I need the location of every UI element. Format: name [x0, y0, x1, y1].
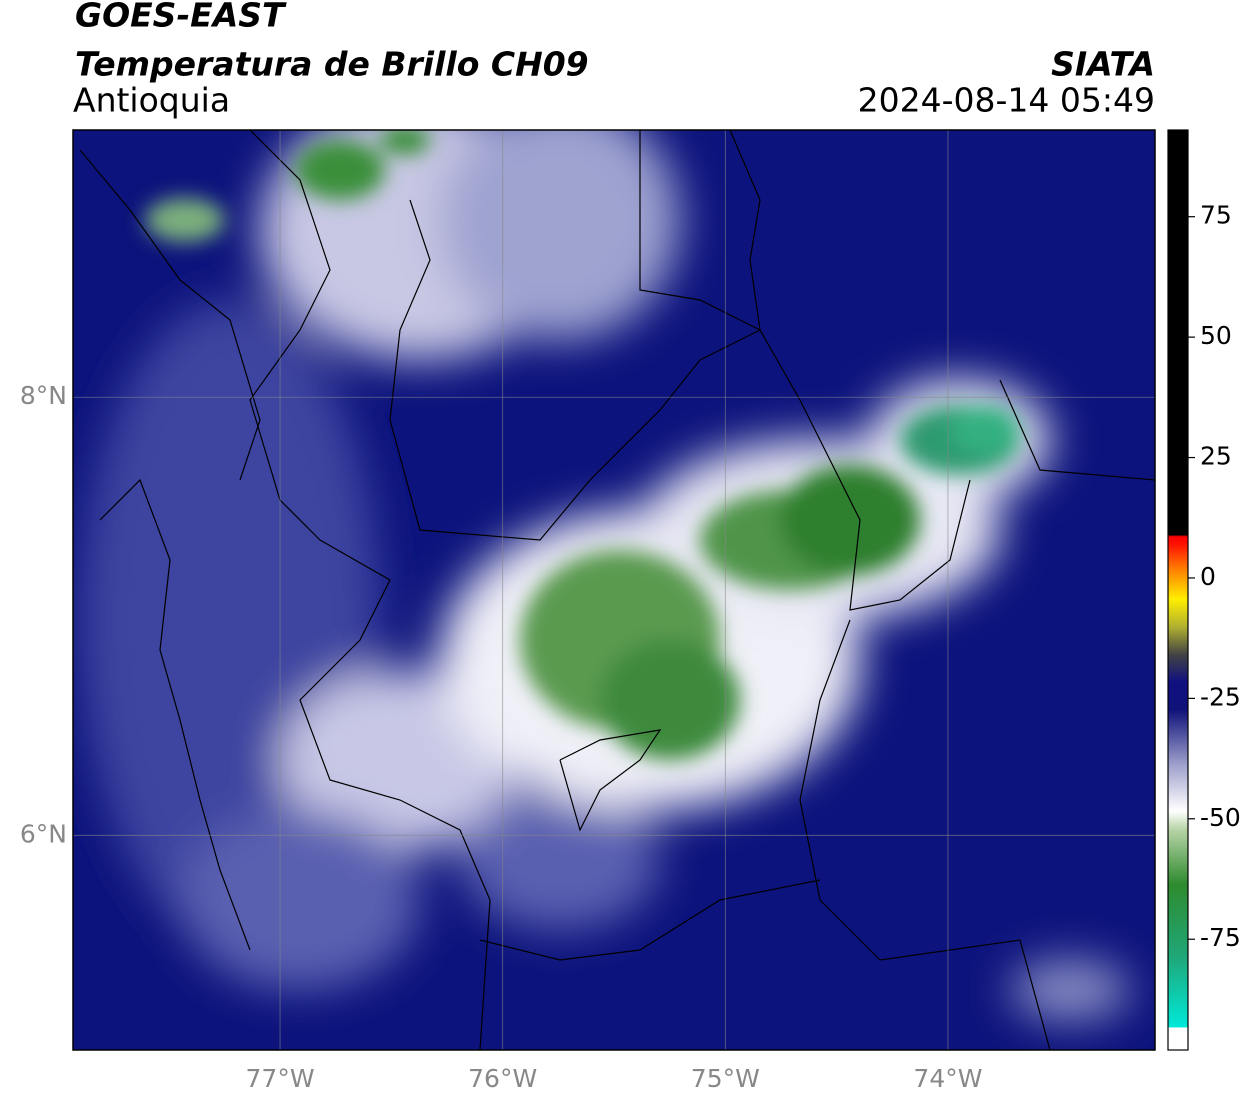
map-frame [72, 129, 1156, 1051]
colorbar-label: 0 [1200, 562, 1216, 591]
lon-label: 77°W [246, 1064, 315, 1093]
lat-label: 6°N [20, 819, 67, 848]
colorbar-label: -25 [1200, 682, 1241, 711]
lon-label: 74°W [913, 1064, 982, 1093]
graticule [73, 130, 1155, 1050]
region: Antioquia [73, 81, 230, 120]
lon-label: 75°W [691, 1064, 760, 1093]
colorbar-label: -75 [1200, 923, 1241, 952]
colorbar-label: 75 [1200, 201, 1232, 230]
colorbar [1167, 129, 1189, 1051]
colorbar-label: -50 [1200, 803, 1241, 832]
lat-label: 8°N [20, 381, 67, 410]
satellite-image [73, 130, 1155, 1050]
title: Temperatura de Brillo CH09 [75, 45, 589, 84]
colorbar-label: 50 [1200, 321, 1232, 350]
satellite: GOES-EAST [75, 0, 287, 35]
lon-label: 76°W [468, 1064, 537, 1093]
source: SIATA [1051, 45, 1155, 84]
datetime: 2024-08-14 05:49 [858, 81, 1155, 120]
colorbar-label: 25 [1200, 442, 1232, 471]
